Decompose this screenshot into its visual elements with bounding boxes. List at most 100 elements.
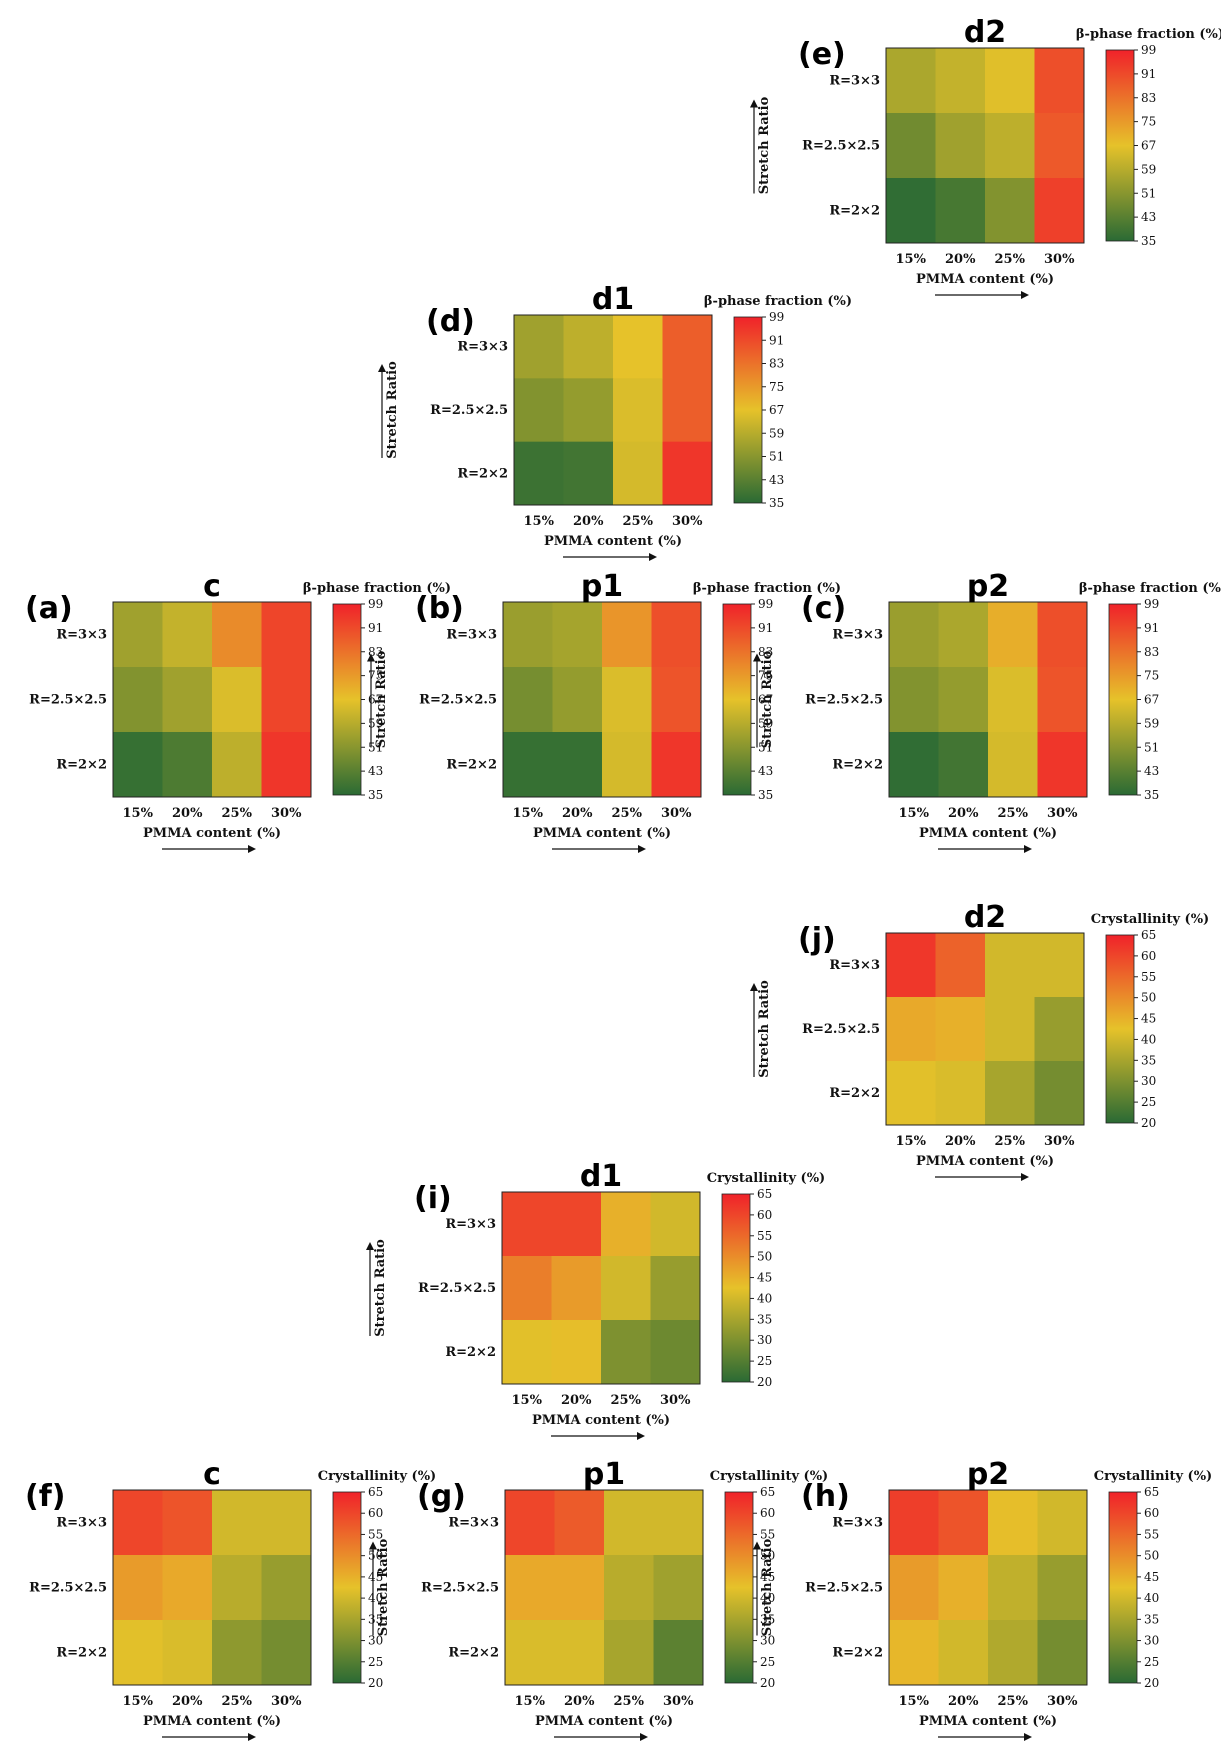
heatmap-cell (988, 667, 1038, 733)
heatmap-cell (662, 441, 713, 506)
colorbar-tick-label: 60 (760, 1506, 775, 1520)
colorbar-tick-label: 83 (758, 645, 773, 659)
heatmap-cell (985, 48, 1035, 114)
colorbar-tick-label: 35 (769, 496, 784, 510)
colorbar-tick-label: 67 (1144, 693, 1159, 707)
heatmap-cell (551, 1192, 602, 1257)
heatmap-cell (988, 732, 1038, 798)
x-axis-label: PMMA content (%) (143, 1714, 281, 1729)
heatmap-cell (212, 1555, 262, 1621)
colorbar-tick-label: 83 (1141, 91, 1156, 105)
colorbar (332, 1491, 362, 1684)
y-tick-label: R=3×3 (829, 958, 880, 973)
colorbar-title: Crystallinity (%) (1094, 1469, 1212, 1484)
colorbar-title: Crystallinity (%) (318, 1469, 436, 1484)
heatmap-cell (505, 1555, 555, 1621)
panel-label: (f) (25, 1479, 65, 1514)
heatmap-cell (988, 1555, 1038, 1621)
colorbar (1108, 1491, 1138, 1684)
colorbar-tick-label: 59 (1144, 716, 1159, 730)
heatmap-cell (503, 667, 553, 733)
chart-title: p1 (581, 569, 623, 604)
x-tick-label: 20% (945, 252, 976, 267)
colorbar-tick-label: 91 (1141, 67, 1156, 81)
heatmap-cell (261, 1490, 312, 1556)
heatmap-cell (604, 1620, 654, 1686)
heatmap-cell (212, 1620, 262, 1686)
colorbar-tick-label: 60 (757, 1208, 772, 1222)
colorbar-tick-label: 45 (1144, 1570, 1159, 1584)
heatmap-cell (261, 1555, 312, 1621)
heatmap-cell (552, 602, 603, 668)
heatmap-cell (502, 1192, 552, 1257)
colorbar-tick-label: 43 (1144, 764, 1159, 778)
colorbar-tick-label: 30 (1144, 1634, 1159, 1648)
panel-label: (i) (414, 1181, 452, 1216)
plot-frame (504, 1489, 704, 1686)
colorbar-tick-label: 40 (760, 1591, 775, 1605)
colorbar-tick-label: 51 (368, 740, 383, 754)
heatmap-cell (162, 1555, 213, 1621)
x-tick-label: 15% (515, 1694, 546, 1709)
x-tick-label: 25% (998, 806, 1029, 821)
heatmap-cell (889, 1490, 939, 1556)
heatmap-cell (985, 933, 1035, 998)
colorbar-tick-label: 75 (368, 669, 383, 683)
heatmap-cell (261, 1620, 312, 1686)
chart-title: p1 (583, 1457, 625, 1492)
colorbar-tick-label: 51 (1141, 186, 1156, 200)
colorbar-tick-label: 67 (769, 403, 784, 417)
x-tick-label: 15% (512, 1393, 543, 1408)
colorbar-tick-label: 40 (1144, 1591, 1159, 1605)
plot-frame (112, 601, 312, 798)
colorbar-tick-label: 83 (769, 357, 784, 371)
x-tick-label: 15% (123, 806, 154, 821)
y-tick-label: R=2.5×2.5 (29, 693, 107, 708)
heatmap-cell (886, 113, 936, 179)
colorbar-tick-label: 55 (1144, 1527, 1159, 1541)
heatmap-cell (651, 667, 702, 733)
y-axis-label: Stretch Ratio (760, 1538, 775, 1636)
heatmap-cell (554, 1555, 605, 1621)
colorbar-tick-label: 50 (1141, 991, 1156, 1005)
heatmap-cell (662, 378, 713, 443)
colorbar-tick-label: 55 (1141, 970, 1156, 984)
heatmap-cell (1034, 178, 1085, 244)
colorbar-tick-label: 35 (1141, 234, 1156, 248)
heatmap-cell (985, 997, 1035, 1062)
colorbar-tick-label: 55 (760, 1527, 775, 1541)
colorbar-title: Crystallinity (%) (1091, 912, 1209, 927)
chart-title: p2 (967, 1457, 1009, 1492)
heatmap-j: R=3×3 R=2.5×2.5 R=2×2 15% 20% 25% 30% PMMA cont… (750, 900, 1209, 1181)
heatmap-cell (653, 1620, 704, 1686)
x-tick-label: 15% (896, 252, 927, 267)
colorbar-tick-label: 91 (758, 621, 773, 635)
y-tick-label: R=3×3 (448, 1516, 499, 1531)
y-tick-label: R=2.5×2.5 (802, 1022, 880, 1037)
heatmap-cell (938, 1490, 989, 1556)
heatmap-cell (662, 315, 713, 379)
heatmap-cell (601, 1256, 651, 1321)
heatmap-cell (1037, 732, 1088, 798)
heatmap-cell (886, 933, 936, 998)
heatmap-cell (938, 1555, 989, 1621)
colorbar-title: β-phase fraction (%) (1079, 581, 1221, 596)
colorbar-tick-label: 75 (1141, 115, 1156, 129)
heatmap-cell (1034, 1061, 1085, 1126)
heatmap-cell (1034, 48, 1085, 114)
colorbar-title: β-phase fraction (%) (1076, 27, 1221, 42)
y-tick-label: R=2.5×2.5 (419, 693, 497, 708)
heatmap-cell (985, 113, 1035, 179)
x-tick-label: 20% (948, 1694, 979, 1709)
y-tick-label: R=2×2 (832, 1646, 883, 1661)
colorbar-tick-label: 35 (1141, 1053, 1156, 1067)
panel-label: (c) (801, 591, 846, 626)
y-tick-label: R=2.5×2.5 (805, 693, 883, 708)
x-tick-label: 25% (612, 806, 643, 821)
colorbar-tick-label: 55 (368, 1527, 383, 1541)
y-tick-label: R=2×2 (446, 758, 497, 773)
colorbar-tick-label: 30 (760, 1634, 775, 1648)
colorbar-title: β-phase fraction (%) (704, 294, 852, 309)
heatmap-cell (889, 1620, 939, 1686)
